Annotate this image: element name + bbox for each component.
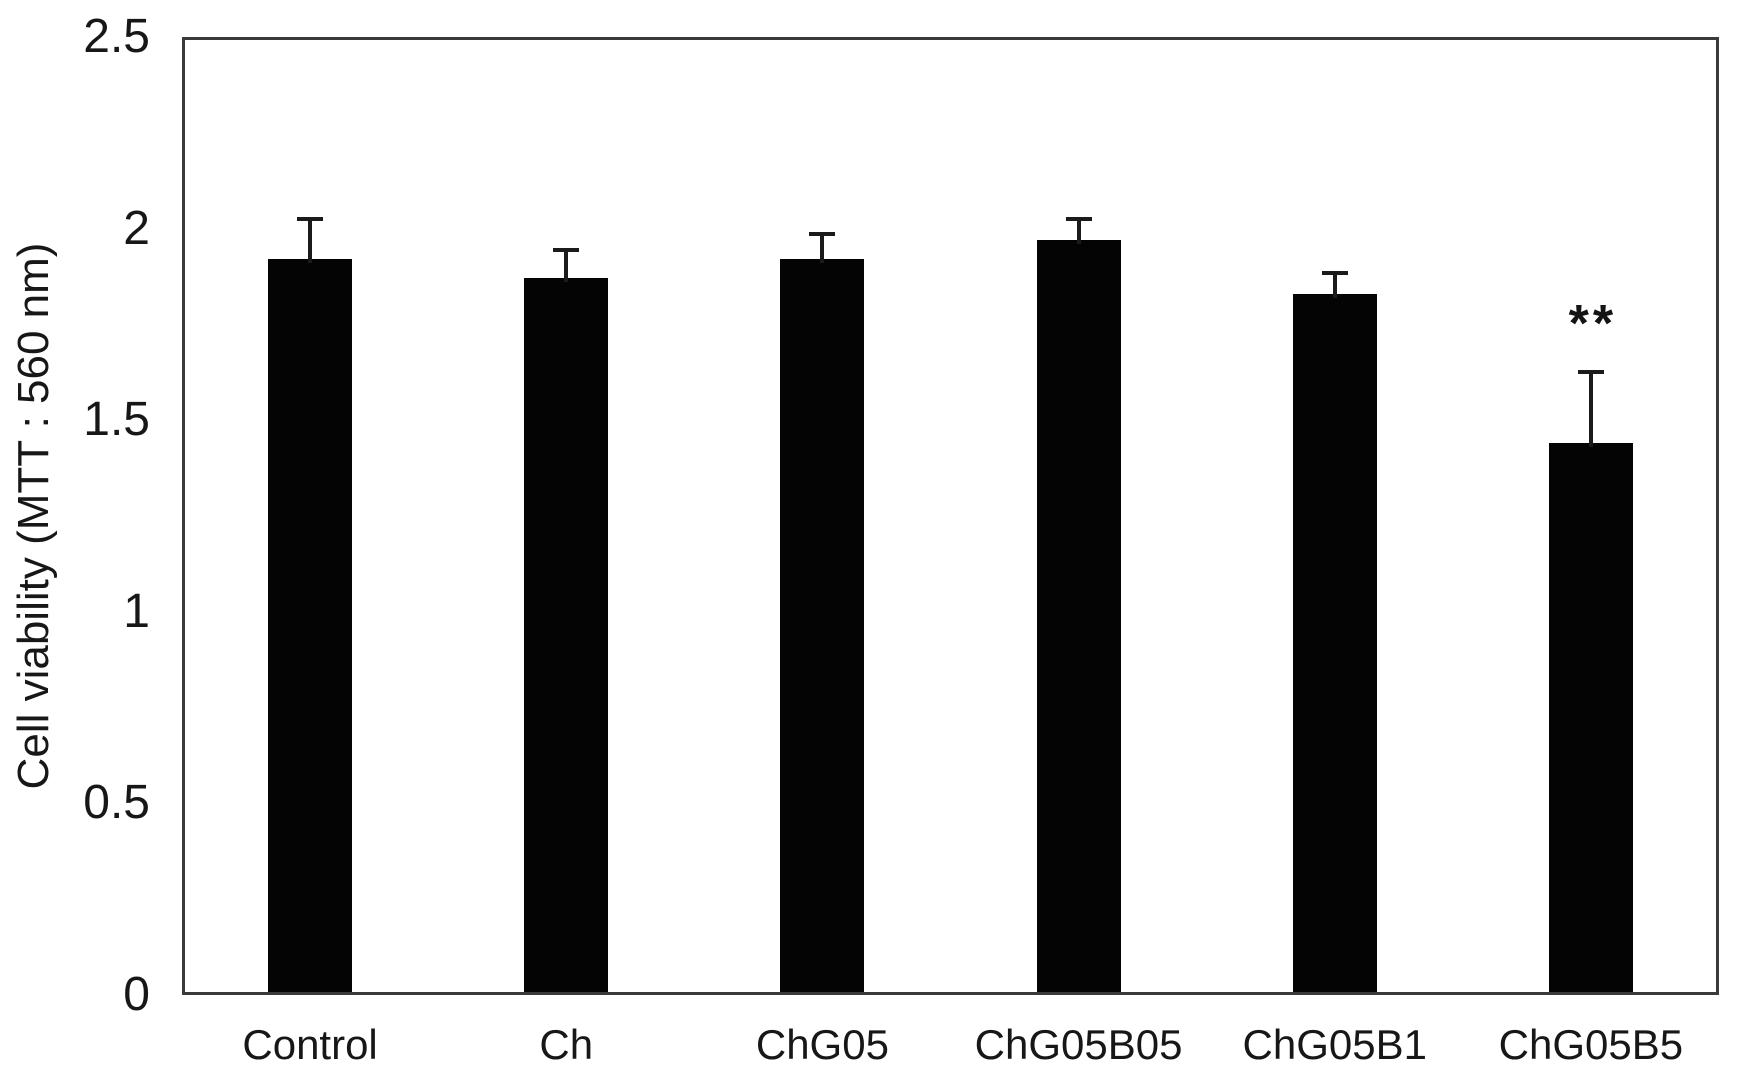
y-tick-label: 1 [123, 584, 150, 638]
error-bar-line [1076, 217, 1081, 245]
significance-marker: ** [1568, 295, 1618, 354]
y-tick-label: 0.5 [83, 776, 150, 830]
error-bar-line [1332, 270, 1337, 298]
x-tick-label-chg05b1: ChG05B1 [1242, 1021, 1427, 1068]
error-bar-line [308, 217, 313, 264]
error-bar-line [564, 247, 569, 283]
bar-control [268, 259, 353, 992]
bar-ch [524, 278, 609, 992]
x-tick-label-ch: Ch [539, 1021, 594, 1068]
bar-chg05b5 [1548, 443, 1633, 992]
x-tick-label-chg05: ChG05 [755, 1021, 889, 1068]
error-bar-line [820, 232, 825, 264]
error-bar-cap [1577, 370, 1604, 375]
bar-chg05b05 [1036, 240, 1121, 992]
x-tick-label-chg05b05: ChG05B05 [974, 1021, 1183, 1068]
error-bar-cap [553, 247, 580, 252]
error-bar-cap [297, 217, 324, 222]
error-bar-cap [1065, 217, 1092, 222]
y-tick-label: 0 [123, 968, 150, 1021]
y-tick-label: 1.5 [83, 393, 150, 447]
plot-area [182, 37, 1719, 995]
y-axis-title: Cell viability (MTT : 560 nm) [9, 242, 58, 790]
y-tick-label: 2.5 [83, 10, 150, 63]
bar-chg05 [780, 259, 865, 992]
error-bar-cap [809, 232, 836, 237]
error-bar-cap [1321, 270, 1348, 275]
error-bar-line [1588, 370, 1593, 448]
x-tick-label-chg05b5: ChG05B5 [1498, 1021, 1684, 1068]
y-tick-label: 2 [123, 201, 150, 255]
bar-chg05b1 [1292, 293, 1377, 992]
x-tick-label-control: Control [242, 1021, 378, 1068]
